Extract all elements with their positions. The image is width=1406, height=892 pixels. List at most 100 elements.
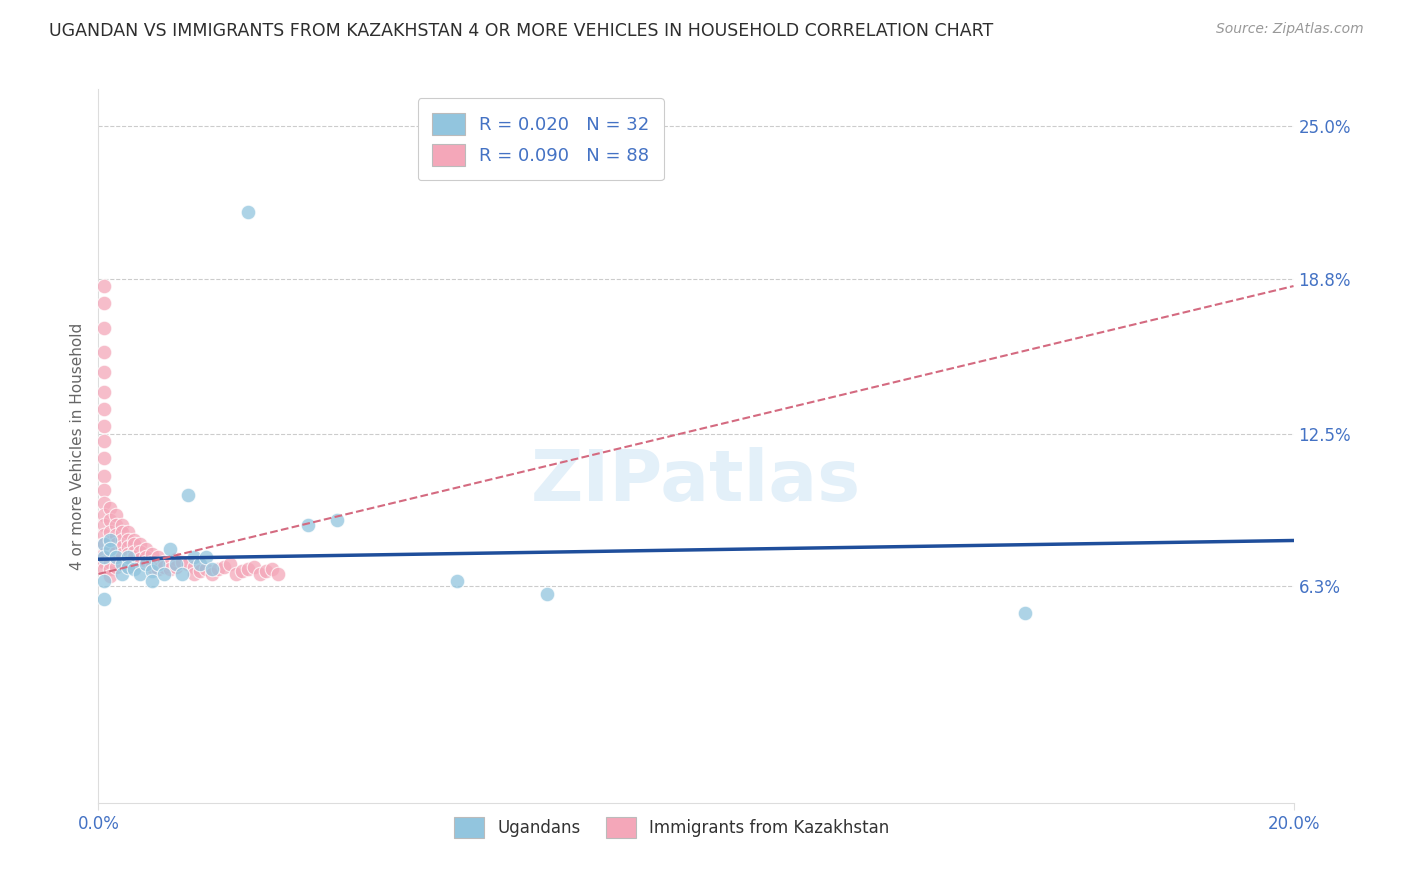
Point: [105, 559, 128, 574]
Point: [117, 547, 139, 561]
Point: [135, 542, 157, 557]
Point: [105, 549, 128, 564]
Point: [98, 542, 122, 557]
Point: [93, 483, 115, 498]
Point: [254, 565, 277, 579]
Point: [148, 562, 170, 576]
Point: [117, 533, 139, 547]
Point: [93, 549, 115, 564]
Point: [297, 517, 319, 532]
Point: [93, 591, 115, 606]
Point: [446, 574, 468, 589]
Point: [105, 552, 128, 566]
Point: [93, 365, 115, 379]
Y-axis label: 4 or more Vehicles in Household: 4 or more Vehicles in Household: [69, 322, 84, 570]
Point: [195, 562, 218, 576]
Point: [243, 559, 266, 574]
Point: [124, 549, 146, 564]
Point: [111, 533, 134, 547]
Point: [98, 569, 122, 583]
Text: UGANDAN VS IMMIGRANTS FROM KAZAKHSTAN 4 OR MORE VEHICLES IN HOUSEHOLD CORRELATIO: UGANDAN VS IMMIGRANTS FROM KAZAKHSTAN 4 …: [49, 22, 994, 40]
Point: [148, 557, 170, 571]
Point: [141, 555, 163, 569]
Point: [177, 488, 200, 502]
Point: [93, 495, 115, 509]
Point: [153, 555, 176, 569]
Point: [117, 555, 139, 569]
Point: [129, 552, 152, 566]
Point: [195, 549, 218, 564]
Point: [93, 574, 115, 589]
Point: [93, 345, 115, 359]
Point: [93, 279, 115, 293]
Point: [135, 549, 157, 564]
Point: [135, 555, 157, 569]
Point: [93, 296, 115, 310]
Point: [111, 517, 134, 532]
Point: [219, 557, 242, 571]
Point: [124, 537, 146, 551]
Point: [141, 565, 163, 579]
Point: [93, 562, 115, 576]
Point: [124, 562, 146, 576]
Point: [172, 566, 194, 581]
Point: [236, 205, 259, 219]
Point: [98, 535, 122, 549]
Point: [98, 513, 122, 527]
Point: [93, 419, 115, 434]
Point: [111, 547, 134, 561]
Point: [1014, 607, 1036, 621]
Point: [188, 565, 211, 579]
Point: [98, 500, 122, 515]
Point: [153, 566, 176, 581]
Point: [177, 557, 200, 571]
Point: [183, 566, 205, 581]
Point: [105, 517, 128, 532]
Point: [249, 566, 271, 581]
Point: [165, 559, 187, 574]
Point: [207, 562, 229, 576]
Point: [236, 562, 259, 576]
Point: [188, 557, 211, 571]
Point: [201, 566, 224, 581]
Point: [93, 321, 115, 335]
Point: [135, 557, 157, 571]
Point: [111, 557, 134, 571]
Point: [165, 552, 187, 566]
Point: [260, 562, 283, 576]
Point: [159, 562, 181, 576]
Point: [105, 508, 128, 522]
Point: [201, 562, 224, 576]
Point: [159, 557, 181, 571]
Point: [536, 587, 558, 601]
Point: [93, 527, 115, 541]
Point: [129, 537, 152, 551]
Point: [93, 537, 115, 551]
Point: [93, 468, 115, 483]
Point: [188, 557, 211, 571]
Point: [117, 549, 139, 564]
Point: [231, 565, 253, 579]
Point: [124, 545, 146, 559]
Point: [153, 559, 176, 574]
Point: [212, 559, 235, 574]
Point: [93, 451, 115, 466]
Point: [111, 525, 134, 540]
Point: [148, 549, 170, 564]
Point: [105, 545, 128, 559]
Point: [326, 513, 349, 527]
Point: [105, 527, 128, 541]
Point: [117, 559, 139, 574]
Point: [183, 559, 205, 574]
Point: [129, 545, 152, 559]
Point: [98, 555, 122, 569]
Point: [105, 537, 128, 551]
Point: [159, 542, 181, 557]
Point: [93, 555, 115, 569]
Point: [93, 537, 115, 551]
Point: [124, 557, 146, 571]
Point: [111, 540, 134, 554]
Point: [117, 525, 139, 540]
Point: [124, 533, 146, 547]
Point: [98, 545, 122, 559]
